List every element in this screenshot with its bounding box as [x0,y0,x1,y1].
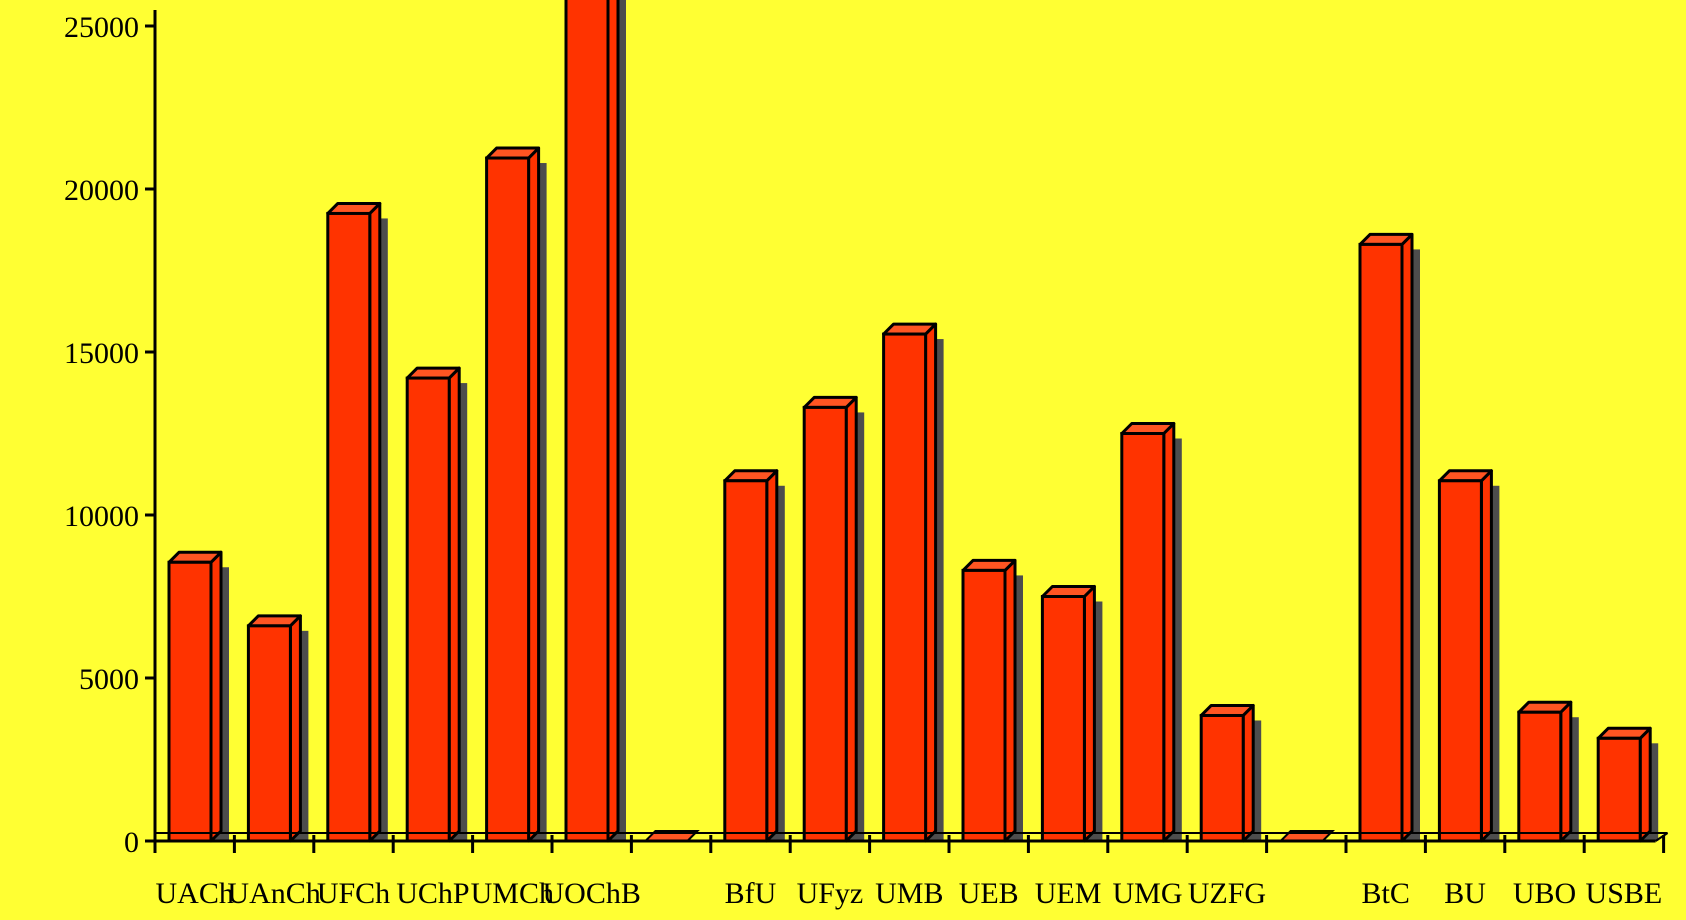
x-tick-label: USBE [1586,877,1663,910]
x-tick-label: BtC [1362,877,1410,910]
x-tick-label: UFyz [797,877,864,910]
bar [961,568,1007,843]
x-tick-label: UZFG [1188,877,1266,910]
bar [1199,713,1245,843]
x-axis-end-line [1655,832,1669,842]
x-tick-label: BU [1444,877,1486,910]
x-tick-label: UAnCh [227,877,320,910]
y-tick-label: 10000 [64,500,139,533]
bar-top [802,395,858,409]
x-tick-label: UEB [959,877,1019,910]
y-tick-label: 0 [124,826,139,859]
bar-top [1437,469,1493,483]
bar-top [723,469,779,483]
bar-top [1358,232,1414,246]
x-tick-label: UFCh [317,877,390,910]
bar [246,624,292,843]
x-tick-label: UChP [396,877,469,910]
bar [1437,479,1483,843]
bar [485,156,531,843]
y-tick-label: 25000 [64,11,139,44]
y-tick-label: 5000 [79,663,139,696]
x-tick-label: UACh [156,877,234,910]
y-tick-label: 20000 [64,174,139,207]
bar [1040,595,1086,843]
x-tick-label: UOChB [543,877,641,910]
bar [723,479,769,843]
bar [167,560,213,843]
bar-layer [167,0,1652,843]
bar [882,332,928,843]
x-tick-label: UMB [875,877,943,910]
bar [564,0,610,843]
bar [326,211,372,843]
x-tick-label: UMG [1112,877,1182,910]
bar [405,376,451,843]
axis-layer [145,10,1669,853]
bar-top [246,614,302,628]
bar [1596,736,1642,843]
bar [802,405,848,843]
x-tick-label: UEM [1035,877,1102,910]
bar-top [1517,700,1573,714]
bar [1120,432,1166,843]
bar [1358,242,1404,843]
x-tick-label: UMCh [471,877,554,910]
bar-top [1596,726,1652,740]
x-tick-label: UBO [1513,877,1576,910]
bar [1517,710,1563,843]
x-tick-label: BfU [725,877,777,910]
bar-top [882,322,938,336]
y-tick-label: 15000 [64,337,139,370]
